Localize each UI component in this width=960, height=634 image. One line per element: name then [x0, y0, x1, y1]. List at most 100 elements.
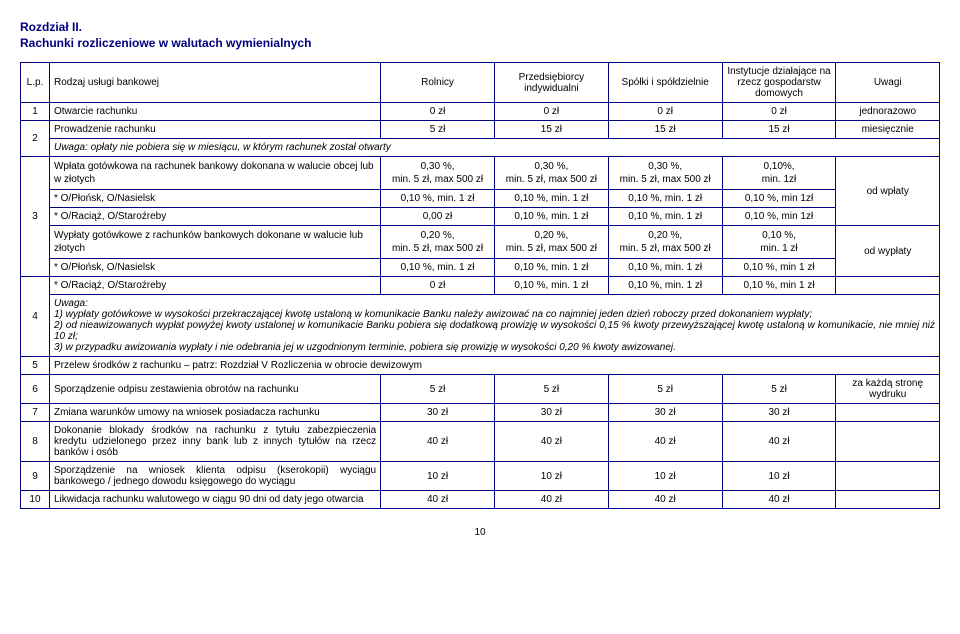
cell-val: 10 zł — [494, 462, 608, 491]
cell-val: 0,10 %, min. 1 zł — [494, 259, 608, 277]
cell-val: 0,10 %, min 1 zł — [722, 259, 836, 277]
table-row: 10 Likwidacja rachunku walutowego w ciąg… — [21, 491, 940, 509]
cell-label: * O/Raciąż, O/Staroźreby — [49, 277, 380, 295]
cell-val: 5 zł — [381, 375, 495, 404]
table-row: * O/Płońsk, O/Nasielsk 0,10 %, min. 1 zł… — [21, 259, 940, 277]
table-header-row: L.p. Rodzaj usługi bankowej Rolnicy Prze… — [21, 63, 940, 103]
cell-val: 0,10 %, min. 1 zł — [494, 190, 608, 208]
cell-lp: 6 — [21, 375, 50, 404]
table-row: Wypłaty gotówkowe z rachunków bankowych … — [21, 226, 940, 259]
cell-val: 0 zł — [381, 103, 495, 121]
cell-lp: 5 — [21, 357, 50, 375]
cell-val: 0,10 %, min. 1 zł — [608, 190, 722, 208]
cell-val: 0,20 %,min. 5 zł, max 500 zł — [381, 226, 495, 259]
cell-val: 5 zł — [608, 375, 722, 404]
cell-lp: 3 — [21, 157, 50, 277]
table-row-note: Uwaga:1) wypłaty gotówkowe w wysokości p… — [21, 295, 940, 357]
table-row: * O/Płońsk, O/Nasielsk 0,10 %, min. 1 zł… — [21, 190, 940, 208]
cell-val: 0,10 %, min. 1 zł — [494, 277, 608, 295]
cell-val: 0,10 %, min. 1 zł — [608, 277, 722, 295]
cell-val: 10 zł — [381, 462, 495, 491]
cell-label: Prowadzenie rachunku — [49, 121, 380, 139]
cell-val: 40 zł — [381, 491, 495, 509]
chapter-subtitle: Rachunki rozliczeniowe w walutach wymien… — [20, 36, 940, 50]
col-spolki: Spółki i spółdzielnie — [608, 63, 722, 103]
cell-note: Uwaga:1) wypłaty gotówkowe w wysokości p… — [49, 295, 939, 357]
cell-val: 0,30 %,min. 5 zł, max 500 zł — [381, 157, 495, 190]
cell-label: Zmiana warunków umowy na wniosek posiada… — [49, 404, 380, 422]
cell-label: Sporządzenie odpisu zestawienia obrotów … — [49, 375, 380, 404]
table-row: 5 Przelew środków z rachunku – patrz: Ro… — [21, 357, 940, 375]
cell-lp: 10 — [21, 491, 50, 509]
cell-val: 0,10 %, min 1zł — [722, 208, 836, 226]
cell-val: 30 zł — [494, 404, 608, 422]
cell-val: 40 zł — [381, 422, 495, 462]
cell-val: 0,10 %, min. 1 zł — [494, 208, 608, 226]
cell-label: Wypłaty gotówkowe z rachunków bankowych … — [49, 226, 380, 259]
table-row: 1 Otwarcie rachunku 0 zł 0 zł 0 zł 0 zł … — [21, 103, 940, 121]
cell-note: Uwaga: opłaty nie pobiera się w miesiącu… — [49, 139, 939, 157]
cell-label: Dokonanie blokady środków na rachunku z … — [49, 422, 380, 462]
cell-uwagi: jednorazowo — [836, 103, 940, 121]
cell-val: 40 zł — [608, 422, 722, 462]
cell-val: 0,10 %, min. 1 zł — [381, 259, 495, 277]
table-row: 2 Prowadzenie rachunku 5 zł 15 zł 15 zł … — [21, 121, 940, 139]
cell-uwagi: od wpłaty — [836, 157, 940, 226]
table-row: 9 Sporządzenie na wniosek klienta odpisu… — [21, 462, 940, 491]
cell-val: 0,10 %, min. 1 zł — [381, 190, 495, 208]
cell-val: 0,30 %,min. 5 zł, max 500 zł — [608, 157, 722, 190]
cell-val: 40 zł — [494, 422, 608, 462]
cell-val: 0,10 %, min 1zł — [722, 190, 836, 208]
cell-val: 10 zł — [608, 462, 722, 491]
table-row-note: Uwaga: opłaty nie pobiera się w miesiącu… — [21, 139, 940, 157]
cell-label: * O/Płońsk, O/Nasielsk — [49, 190, 380, 208]
cell-val: 0 zł — [494, 103, 608, 121]
col-uwagi: Uwagi — [836, 63, 940, 103]
cell-val: 0 zł — [608, 103, 722, 121]
col-przedsiebiorcy: Przedsiębiorcy indywidualni — [494, 63, 608, 103]
cell-label: * O/Płońsk, O/Nasielsk — [49, 259, 380, 277]
cell-label: Sporządzenie na wniosek klienta odpisu (… — [49, 462, 380, 491]
cell-lp: 7 — [21, 404, 50, 422]
cell-val: 40 zł — [608, 491, 722, 509]
cell-val: 0,10 %, min 1 zł — [722, 277, 836, 295]
table-row: 6 Sporządzenie odpisu zestawienia obrotó… — [21, 375, 940, 404]
cell-val: 5 zł — [381, 121, 495, 139]
cell-val: 0,20 %,min. 5 zł, max 500 zł — [608, 226, 722, 259]
cell-label: Przelew środków z rachunku – patrz: Rozd… — [49, 357, 939, 375]
page-number: 10 — [20, 527, 940, 538]
cell-val: 0,30 %,min. 5 zł, max 500 zł — [494, 157, 608, 190]
cell-uwagi — [836, 462, 940, 491]
cell-val: 15 zł — [608, 121, 722, 139]
cell-val: 0,10 %, min. 1 zł — [608, 208, 722, 226]
cell-uwagi — [836, 404, 940, 422]
cell-val: 0 zł — [722, 103, 836, 121]
table-row: * O/Raciąż, O/Staroźreby 0,00 zł 0,10 %,… — [21, 208, 940, 226]
cell-lp: 8 — [21, 422, 50, 462]
cell-uwagi — [836, 422, 940, 462]
cell-val: 30 zł — [381, 404, 495, 422]
col-lp: L.p. — [21, 63, 50, 103]
table-row: 3 Wpłata gotówkowa na rachunek bankowy d… — [21, 157, 940, 190]
cell-val: 15 zł — [722, 121, 836, 139]
cell-val: 15 zł — [494, 121, 608, 139]
cell-lp: 9 — [21, 462, 50, 491]
cell-uwagi: miesięcznie — [836, 121, 940, 139]
cell-label: Likwidacja rachunku walutowego w ciągu 9… — [49, 491, 380, 509]
cell-lp: 2 — [21, 121, 50, 157]
cell-val: 0,00 zł — [381, 208, 495, 226]
table-row: 7 Zmiana warunków umowy na wniosek posia… — [21, 404, 940, 422]
cell-val: 40 zł — [722, 422, 836, 462]
cell-val: 10 zł — [722, 462, 836, 491]
cell-uwagi — [836, 277, 940, 295]
cell-uwagi — [836, 491, 940, 509]
cell-val: 30 zł — [608, 404, 722, 422]
cell-label: * O/Raciąż, O/Staroźreby — [49, 208, 380, 226]
cell-val: 0 zł — [381, 277, 495, 295]
cell-lp: 4 — [21, 277, 50, 357]
cell-val: 5 zł — [494, 375, 608, 404]
col-service: Rodzaj usługi bankowej — [49, 63, 380, 103]
cell-val: 40 zł — [494, 491, 608, 509]
pricing-table: L.p. Rodzaj usługi bankowej Rolnicy Prze… — [20, 62, 940, 509]
cell-val: 5 zł — [722, 375, 836, 404]
